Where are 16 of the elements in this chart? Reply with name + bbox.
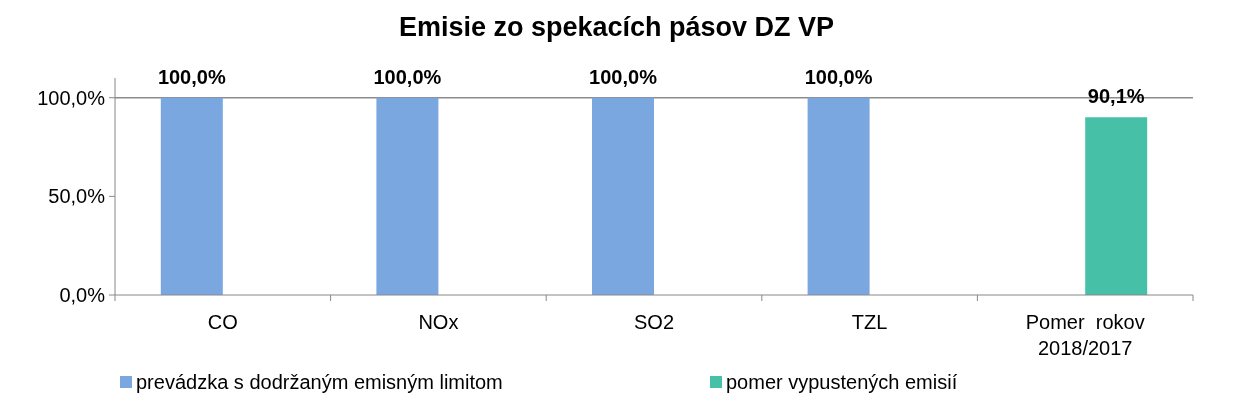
x-tick-label: CO bbox=[207, 311, 238, 333]
x-tick-label: Pomer rokov 2018/2017 bbox=[1025, 311, 1145, 359]
data-label: 100,0% bbox=[804, 65, 873, 88]
data-label: 100,0% bbox=[157, 65, 226, 88]
y-tick-label: 50,0% bbox=[48, 185, 106, 208]
data-label: 100,0% bbox=[589, 65, 658, 88]
x-tick-label: NOx bbox=[418, 311, 459, 333]
x-tick-label: SO2 bbox=[633, 311, 675, 333]
y-tick-label: 100,0% bbox=[37, 86, 106, 109]
data-label: 90,1% bbox=[1087, 85, 1145, 108]
y-tick-label: 0,0% bbox=[59, 284, 106, 306]
data-label: 100,0% bbox=[373, 65, 442, 88]
x-tick-label: TZL bbox=[851, 311, 888, 333]
chart-title: Emisie zo spekacích pásov DZ VP bbox=[398, 12, 835, 42]
legend-label: pomer vypustených emisií bbox=[726, 371, 958, 393]
legend-label: prevádzka s dodržaným emisným limitom bbox=[136, 371, 503, 393]
